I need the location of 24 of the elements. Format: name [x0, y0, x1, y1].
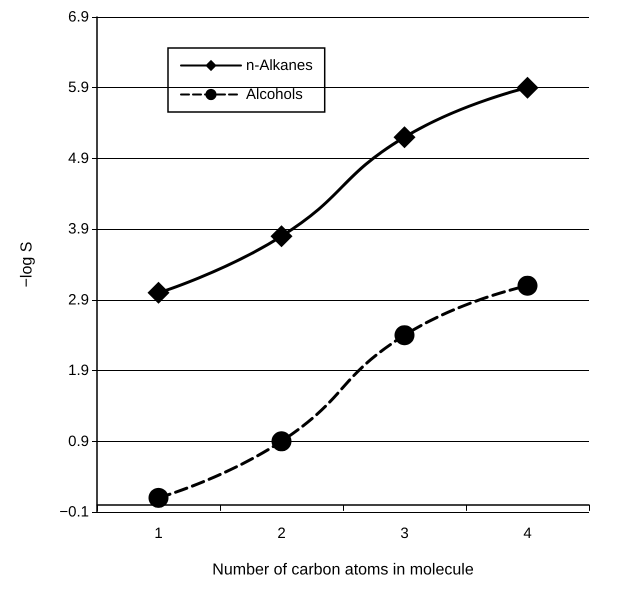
legend-label: n-Alkanes [246, 57, 313, 74]
x-tick-label: 3 [400, 525, 409, 542]
y-tick-label: 6.9 [68, 8, 89, 26]
y-tick-label: 1.9 [68, 362, 89, 380]
y-tick-label: 3.9 [68, 220, 89, 238]
y-tick-label: 0.9 [68, 432, 89, 450]
legend-label: Alcohols [246, 86, 303, 103]
y-tick-label: −0.1 [59, 504, 89, 520]
x-tick-label: 2 [277, 525, 286, 542]
point [394, 325, 414, 346]
point [516, 76, 538, 99]
point [148, 282, 170, 304]
y-tick-label: 4.9 [68, 150, 89, 167]
point [148, 488, 168, 508]
point [272, 431, 292, 452]
y-tick-label: 5.9 [68, 79, 89, 96]
x-axis-title: Number of carbon atoms in molecule [212, 562, 474, 578]
y-axis-title: −log S [18, 242, 36, 288]
x-tick-label: 4 [523, 525, 532, 542]
point [270, 225, 292, 248]
x-tick-label: 1 [154, 525, 163, 542]
point [518, 276, 538, 296]
y-tick-label: 2.9 [68, 291, 89, 308]
point [394, 126, 416, 148]
